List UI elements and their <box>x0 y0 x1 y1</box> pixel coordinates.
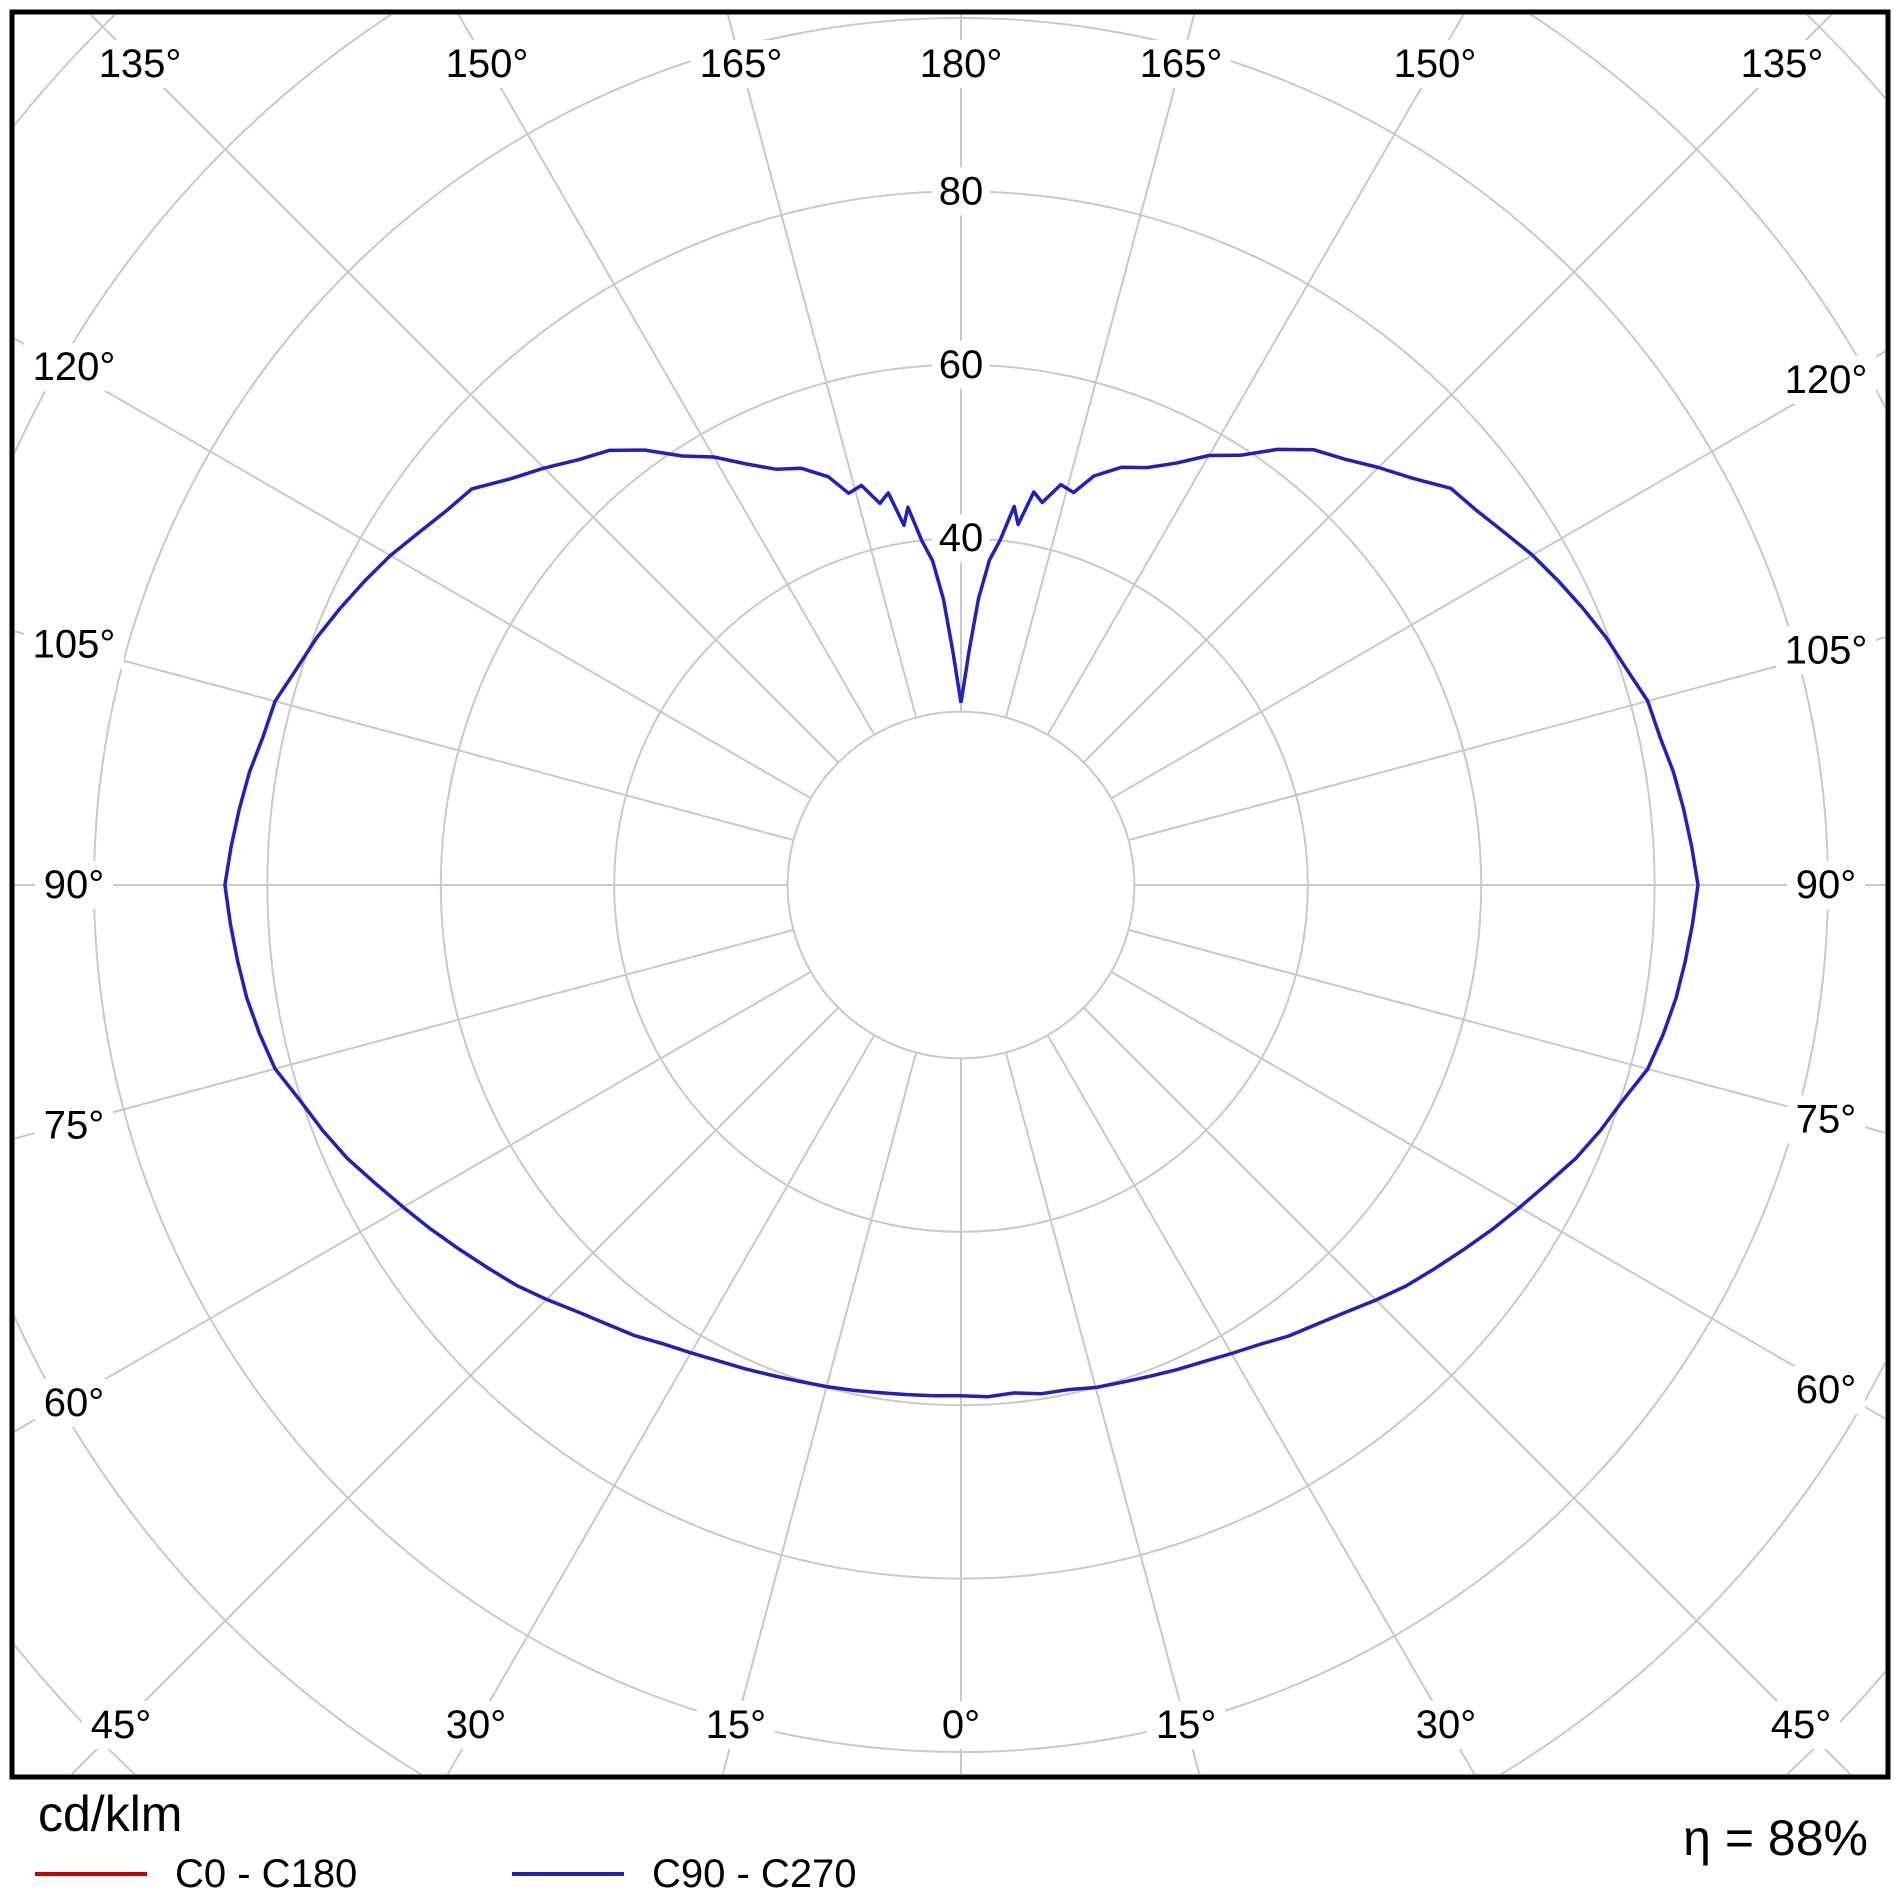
grid-radial-line <box>1004 1052 1201 1774</box>
grid-radial-line <box>1128 928 1885 1134</box>
legend-swatch-c0-c180-line <box>35 1872 147 1876</box>
radial-tick-labels: 40 60 80 <box>932 167 990 563</box>
angle-label: 15° <box>1156 1703 1217 1747</box>
angle-label-bg <box>1131 40 1231 88</box>
grid-radial-line <box>457 15 876 736</box>
angle-label-bg <box>24 343 124 392</box>
angle-label: 150° <box>446 42 529 86</box>
angle-label-bg <box>1787 861 1865 909</box>
angle-label-bg <box>1147 1701 1226 1749</box>
angle-label: 75° <box>44 1103 105 1147</box>
grid-radial-line <box>15 337 812 800</box>
angle-label: 180° <box>920 42 1003 86</box>
radial-tick-bg <box>932 514 990 563</box>
radial-tick-label: 60 <box>939 343 984 387</box>
grid-radial-line <box>1046 15 1465 736</box>
grid-radial-line <box>1110 970 1885 1420</box>
legend-label-c0-c180: C0 - C180 <box>175 1851 358 1896</box>
angle-label-bg <box>24 620 124 669</box>
radial-tick-label: 40 <box>939 516 984 560</box>
angle-label-bg <box>1776 355 1876 404</box>
angle-label-bg <box>437 1701 515 1749</box>
angle-label: 90° <box>44 863 105 907</box>
grid-radial-line <box>15 928 794 1140</box>
legend-swatch-c90-c270-line <box>512 1872 624 1876</box>
angle-label-bg <box>90 40 190 88</box>
grid-radial-line <box>726 15 918 718</box>
angle-label: 60° <box>44 1381 105 1425</box>
angle-label-bg <box>1732 40 1832 88</box>
angle-label: 150° <box>1394 42 1477 86</box>
angle-label: 30° <box>446 1703 507 1747</box>
grid-radial-line <box>1004 15 1196 718</box>
angle-label: 135° <box>1741 42 1824 86</box>
angle-labels: 135° 150° 165° 180° 165° 150° 135° 120° 105° 90° 7… <box>24 40 1876 1749</box>
angle-label: 105° <box>33 623 116 667</box>
grid-radial-line <box>721 1052 918 1774</box>
legend-item-c90-c270: C90 - C270 <box>512 1848 857 1900</box>
plot-border <box>9 9 1891 1780</box>
angle-label: 75° <box>1796 1098 1857 1142</box>
grid-circle <box>786 710 1136 1060</box>
curve-c90-c270 <box>223 447 1700 1399</box>
angle-label-bg <box>933 1701 989 1749</box>
legend: C0 - C180 C90 - C270 <box>0 1848 1900 1900</box>
angle-label-bg <box>1787 1095 1865 1144</box>
angle-label-bg <box>35 861 113 909</box>
grid-radial-line <box>1110 350 1885 800</box>
angle-label-bg <box>82 1701 160 1749</box>
angle-label: 165° <box>1140 42 1223 86</box>
angle-label-bg <box>696 1701 775 1749</box>
angle-label-bg <box>1787 1366 1865 1415</box>
angle-label: 45° <box>1771 1703 1832 1747</box>
angle-label: 135° <box>99 42 182 86</box>
angle-label-bg <box>1776 626 1876 675</box>
grid-radial-line <box>446 1034 876 1774</box>
angle-label-bg <box>437 40 537 88</box>
efficiency-label: η = 88% <box>1683 1810 1868 1866</box>
angle-label-bg <box>1762 1701 1840 1749</box>
angle-label-bg <box>35 1101 113 1150</box>
angle-label: 90° <box>1796 863 1857 907</box>
angle-label-bg <box>911 40 1011 88</box>
angle-label: 120° <box>33 345 116 389</box>
legend-label-c90-c270: C90 - C270 <box>652 1851 857 1896</box>
legend-item-c0-c180: C0 - C180 <box>35 1848 357 1900</box>
grid-radial-line <box>1128 636 1885 842</box>
radial-tick-bg <box>932 340 990 389</box>
units-label: cd/klm <box>38 1786 183 1842</box>
angle-label-bg <box>1407 1701 1485 1749</box>
grid-radial-line <box>1082 15 1833 764</box>
angle-label: 60° <box>1796 1368 1857 1412</box>
angle-label: 30° <box>1416 1703 1477 1747</box>
angle-label: 120° <box>1785 358 1868 402</box>
angle-label-bg <box>691 40 791 88</box>
grid-radial-line <box>1046 1034 1476 1774</box>
radial-tick-label: 80 <box>939 169 984 213</box>
angle-label: 105° <box>1785 629 1868 673</box>
angle-label-bg <box>1385 40 1485 88</box>
grid-radial-line <box>15 630 794 842</box>
radial-tick-bg <box>932 167 990 216</box>
angle-label: 165° <box>700 42 783 86</box>
angle-label: 15° <box>706 1703 767 1747</box>
angle-label-bg <box>35 1378 113 1427</box>
grid-radial-line <box>89 15 840 764</box>
angle-label: 0° <box>942 1703 980 1747</box>
grid-radial-line <box>15 970 812 1433</box>
angle-label: 45° <box>91 1703 152 1747</box>
